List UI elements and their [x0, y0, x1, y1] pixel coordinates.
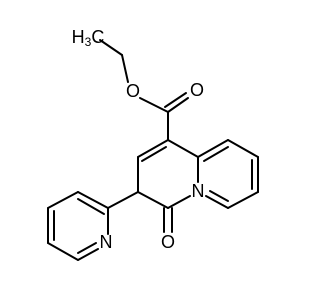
atom-label: O	[190, 80, 204, 100]
methyl-label: H3C	[72, 27, 105, 49]
methyl-subscript: 3	[85, 35, 92, 49]
atom-label: N	[192, 181, 205, 201]
bonds	[47, 39, 259, 261]
methyl-h: H	[72, 27, 85, 47]
methyl-c: C	[91, 27, 104, 47]
atom-label: O	[126, 81, 140, 101]
structure-diagram: H3C O O O N N	[47, 27, 259, 261]
atom-label: N	[100, 232, 113, 252]
atom-label: O	[161, 232, 175, 252]
